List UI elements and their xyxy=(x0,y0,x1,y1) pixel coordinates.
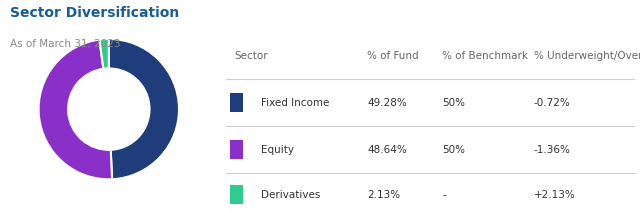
Text: Derivatives: Derivatives xyxy=(261,190,321,200)
Text: Sector Diversification: Sector Diversification xyxy=(10,6,179,20)
Text: -: - xyxy=(442,190,446,200)
Text: As of March 31, 2023: As of March 31, 2023 xyxy=(10,39,120,49)
Text: 49.28%: 49.28% xyxy=(367,98,407,108)
Bar xyxy=(230,185,243,204)
Text: -0.72%: -0.72% xyxy=(534,98,570,108)
Bar xyxy=(230,93,243,112)
Text: Fixed Income: Fixed Income xyxy=(261,98,330,108)
Wedge shape xyxy=(109,39,179,179)
Text: 48.64%: 48.64% xyxy=(367,145,407,155)
Text: % Underweight/Overweight: % Underweight/Overweight xyxy=(534,51,640,61)
Bar xyxy=(230,140,243,159)
Text: 50%: 50% xyxy=(442,98,465,108)
Text: 50%: 50% xyxy=(442,145,465,155)
Wedge shape xyxy=(38,40,112,179)
Text: +2.13%: +2.13% xyxy=(534,190,575,200)
Text: % of Fund: % of Fund xyxy=(367,51,419,61)
Text: % of Benchmark: % of Benchmark xyxy=(442,51,528,61)
Text: Equity: Equity xyxy=(261,145,294,155)
Text: Sector: Sector xyxy=(234,51,268,61)
Text: -1.36%: -1.36% xyxy=(534,145,571,155)
Wedge shape xyxy=(99,39,109,69)
Text: 2.13%: 2.13% xyxy=(367,190,401,200)
